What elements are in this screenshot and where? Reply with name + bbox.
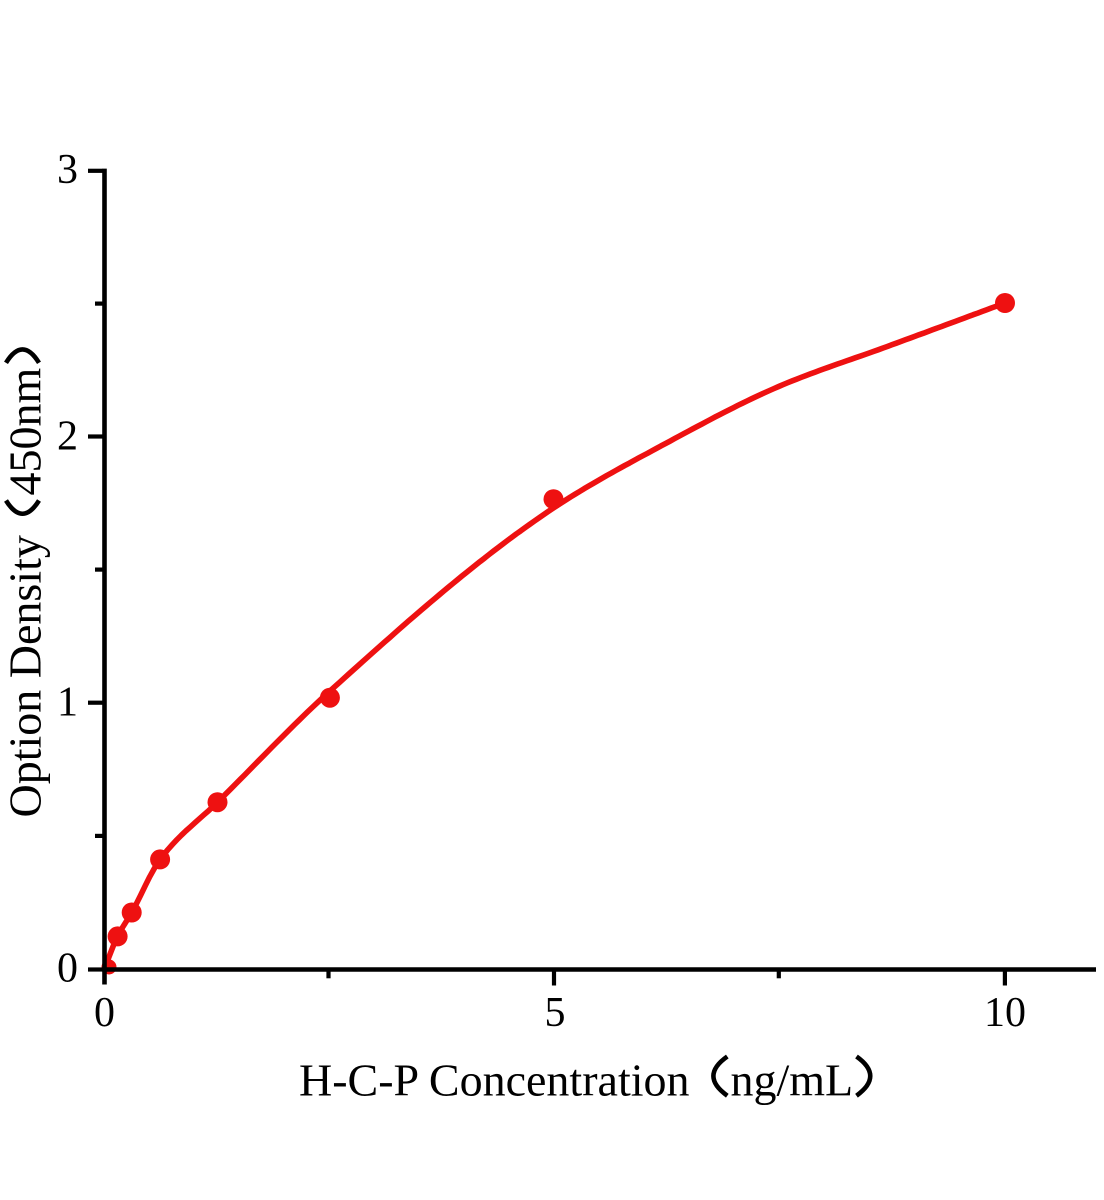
svg-text:0: 0 bbox=[57, 946, 78, 992]
svg-text:5: 5 bbox=[545, 990, 566, 1036]
svg-text:10: 10 bbox=[984, 990, 1026, 1036]
svg-text:450nm: 450nm bbox=[0, 368, 51, 496]
svg-text:2: 2 bbox=[57, 414, 78, 460]
svg-text:1: 1 bbox=[57, 680, 78, 726]
svg-text:H-C-P Concentration: H-C-P Concentration bbox=[299, 1055, 690, 1106]
svg-text:0: 0 bbox=[94, 990, 115, 1036]
svg-text:3: 3 bbox=[57, 147, 78, 193]
svg-text:ng/mL: ng/mL bbox=[731, 1055, 854, 1106]
svg-text:Option Density: Option Density bbox=[0, 535, 51, 817]
